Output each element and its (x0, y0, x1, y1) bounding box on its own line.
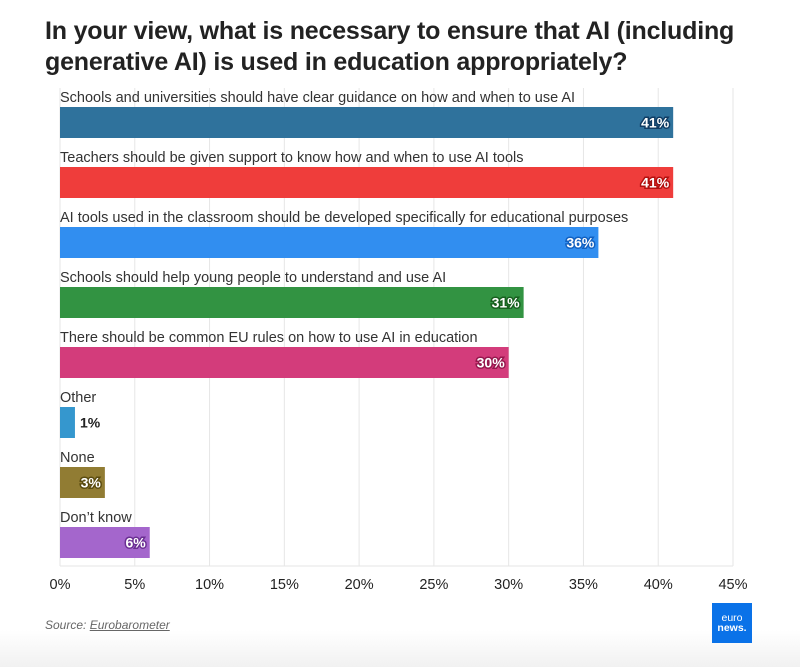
tick-label: 10% (195, 577, 224, 593)
category-label: There should be common EU rules on how t… (60, 330, 478, 346)
category-label: Schools and universities should have cle… (60, 90, 575, 106)
category-label: Don’t know (60, 510, 132, 526)
bar-group: AI tools used in the classroom should be… (60, 210, 628, 258)
tick-label: 30% (494, 577, 523, 593)
source-note: Source: Eurobarometer (45, 618, 170, 632)
bar-group: There should be common EU rules on how t… (60, 330, 509, 378)
bar (60, 347, 509, 378)
footer-background (0, 630, 800, 667)
category-label: AI tools used in the classroom should be… (60, 210, 628, 226)
euronews-logo[interactable]: euro news. (712, 603, 752, 643)
value-label: 31% (492, 295, 521, 311)
bar-chart: Schools and universities should have cle… (50, 88, 748, 593)
logo-line-1: euro (721, 612, 743, 624)
value-label: 1% (80, 415, 101, 431)
x-axis-ticks: 0% 5% 10% 15% 20% 25% 30% 35% 40% 45% (50, 577, 748, 593)
bar (60, 107, 674, 138)
tick-label: 35% (569, 577, 598, 593)
bar-group: Teachers should be given support to know… (60, 150, 674, 198)
tick-label: 0% (50, 577, 71, 593)
bar (60, 287, 524, 318)
bar (60, 407, 75, 438)
tick-label: 5% (124, 577, 145, 593)
value-label: 41% (641, 175, 670, 191)
bar-group: None 3% (60, 450, 105, 498)
bar (60, 527, 150, 558)
source-prefix: Source: (45, 618, 90, 632)
bar (60, 167, 674, 198)
bar (60, 467, 105, 498)
bar-group: Schools and universities should have cle… (60, 90, 674, 138)
category-label: Teachers should be given support to know… (60, 150, 524, 166)
value-label: 3% (81, 475, 102, 491)
tick-label: 25% (419, 577, 448, 593)
tick-label: 40% (644, 577, 673, 593)
value-label: 6% (125, 535, 146, 551)
bar-group: Other 1% (60, 390, 101, 438)
bars: Schools and universities should have cle… (60, 90, 674, 558)
value-label: 36% (566, 235, 595, 251)
tick-label: 45% (718, 577, 747, 593)
bar-group: Schools should help young people to unde… (60, 270, 524, 318)
value-label: 41% (641, 115, 670, 131)
tick-label: 15% (270, 577, 299, 593)
bar (60, 227, 599, 258)
chart-title: In your view, what is necessary to ensur… (45, 17, 735, 76)
bar-group: Don’t know 6% (60, 510, 150, 558)
category-label: Other (60, 390, 96, 406)
category-label: None (60, 450, 95, 466)
source-link[interactable]: Eurobarometer (89, 618, 170, 632)
value-label: 30% (477, 355, 506, 371)
logo-line-2: news. (717, 622, 747, 634)
tick-label: 20% (345, 577, 374, 593)
category-label: Schools should help young people to unde… (60, 270, 446, 286)
